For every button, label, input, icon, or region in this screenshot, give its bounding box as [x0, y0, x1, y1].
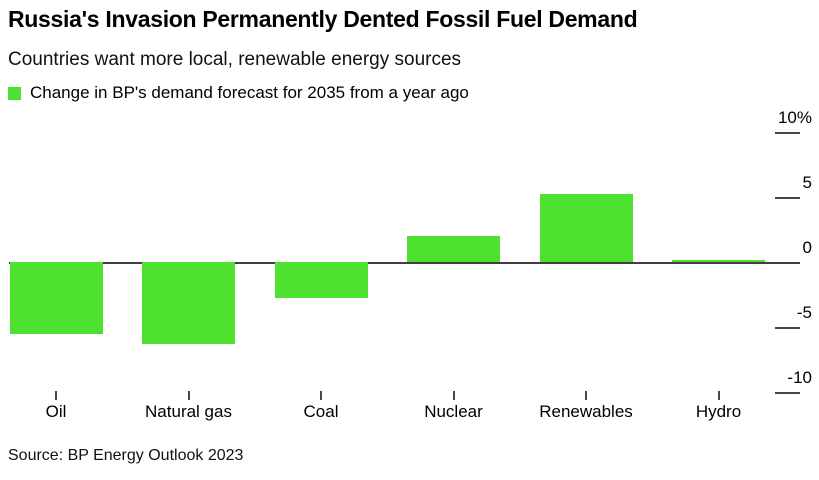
y-tick-label-10: 10%: [777, 108, 812, 127]
x-category-label-coal: Coal: [303, 402, 339, 421]
x-axis-zero-line: [9, 262, 800, 264]
y-tick--10: [775, 392, 800, 394]
bar-natural-gas: [142, 262, 235, 344]
legend: Change in BP's demand forecast for 2035 …: [8, 83, 469, 103]
bar-oil: [9, 262, 103, 334]
source-note: Source: BP Energy Outlook 2023: [8, 447, 244, 464]
x-category-label-renewables: Renewables: [539, 402, 633, 421]
chart-title: Russia's Invasion Permanently Dented Fos…: [8, 6, 638, 32]
bar-coal: [274, 262, 368, 299]
y-tick-label--10: -10: [787, 368, 812, 387]
x-tick-renewables: [585, 391, 587, 400]
y-tick-label--5: -5: [796, 303, 812, 322]
x-tick-hydro: [717, 391, 720, 400]
y-tick-label-5: 5: [802, 173, 812, 192]
legend-swatch-icon: [8, 86, 21, 100]
legend-label: Change in BP's demand forecast for 2035 …: [30, 83, 469, 102]
chart-subtitle: Countries want more local, renewable ene…: [8, 49, 462, 70]
x-category-label-nuclear: Nuclear: [424, 402, 483, 421]
bar-renewables: [539, 194, 633, 262]
y-tick-label-0: 0: [802, 238, 812, 257]
bar-nuclear: [407, 236, 500, 262]
x-category-label-oil: Oil: [45, 402, 67, 421]
x-category-label-natural-gas: Natural gas: [145, 402, 232, 421]
y-tick-5: [775, 197, 800, 199]
x-tick-natural-gas: [187, 391, 190, 400]
y-tick--5: [775, 327, 800, 329]
x-tick-nuclear: [452, 391, 455, 400]
x-tick-coal: [320, 391, 322, 400]
bar-hydro: [672, 260, 765, 262]
x-tick-oil: [55, 391, 57, 400]
x-category-label-hydro: Hydro: [695, 402, 742, 421]
y-tick-10: [775, 132, 800, 134]
